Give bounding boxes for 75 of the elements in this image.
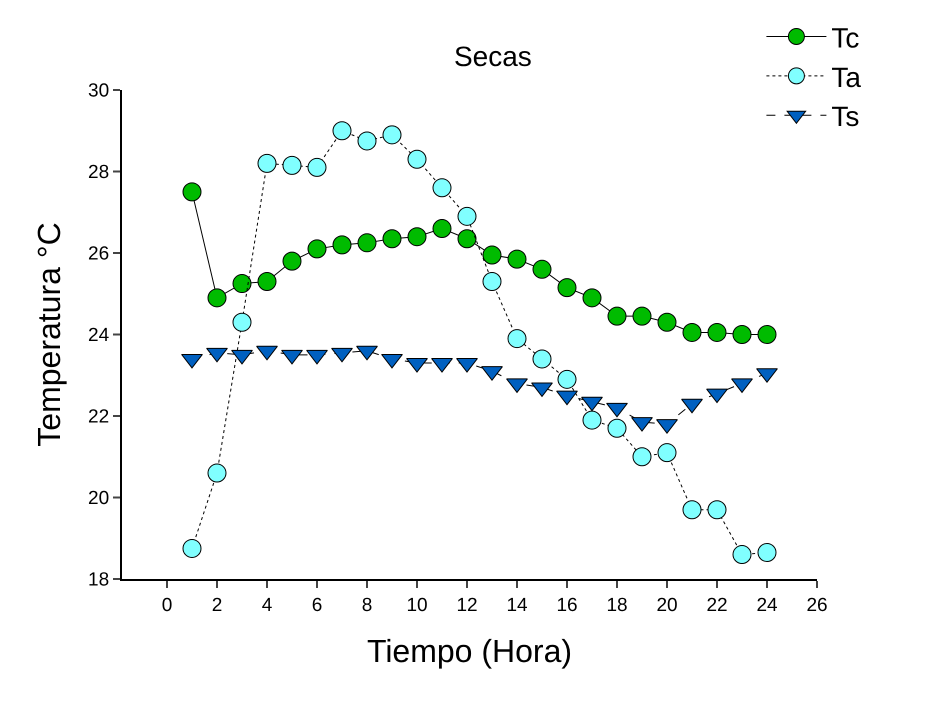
y-tick-label: 18 (88, 570, 110, 591)
point (308, 158, 326, 177)
x-tick-label: 8 (362, 594, 372, 616)
point (758, 325, 776, 344)
point (408, 227, 426, 246)
point (632, 447, 652, 466)
y-tick-label: 22 (88, 406, 110, 428)
point (558, 278, 576, 298)
point (232, 312, 252, 332)
y-tick-label: 26 (88, 244, 110, 265)
point (382, 229, 402, 248)
x-tick-label: 6 (312, 594, 322, 616)
x-tick-label: 20 (656, 594, 678, 616)
legend-label: Tc (831, 22, 860, 54)
point (208, 464, 226, 483)
x-tick-label: 10 (406, 594, 428, 616)
point (208, 288, 226, 308)
x-axis-title: Tiempo (Hora) (366, 633, 572, 670)
x-tick-label: 14 (506, 594, 528, 616)
point (182, 182, 202, 202)
point (482, 272, 502, 292)
y-tick-label: 20 (88, 488, 110, 510)
x-tick-label: 24 (756, 594, 778, 616)
point (458, 229, 476, 248)
point (482, 246, 502, 265)
x-tick-label: 2 (212, 594, 222, 616)
point (432, 178, 452, 198)
point (382, 125, 402, 144)
point (182, 538, 202, 558)
point (732, 545, 752, 564)
x-tick-label: 12 (456, 594, 478, 616)
point (708, 322, 726, 342)
point (408, 150, 426, 169)
point (332, 121, 352, 140)
point (508, 329, 526, 348)
point (558, 370, 576, 389)
point (632, 306, 652, 326)
y-tick-label: 28 (88, 162, 110, 184)
y-tick-label: 30 (88, 80, 110, 102)
point (258, 154, 276, 173)
point (608, 418, 626, 438)
point (708, 500, 726, 520)
point (582, 288, 602, 308)
x-tick-label: 16 (556, 594, 578, 616)
point (332, 235, 352, 254)
point (682, 322, 702, 342)
point (358, 233, 376, 252)
point (358, 131, 376, 150)
legend-label: Ta (831, 62, 862, 93)
y-tick-label: 24 (88, 325, 110, 346)
x-tick-label: 26 (806, 594, 828, 616)
point (308, 239, 326, 258)
point (282, 156, 302, 175)
chart-title: Secas (454, 40, 532, 72)
x-tick-label: 0 (162, 594, 172, 616)
y-axis-title: Temperatura °C (30, 222, 67, 447)
point (508, 250, 526, 269)
point (282, 252, 302, 271)
point (608, 306, 626, 326)
point (658, 312, 676, 332)
point (732, 325, 752, 344)
x-tick-label: 22 (706, 594, 728, 616)
point (532, 349, 552, 368)
x-tick-label: 18 (606, 594, 628, 616)
point (232, 274, 252, 294)
point (658, 443, 676, 462)
point (532, 260, 552, 279)
legend-label: Ts (831, 101, 860, 132)
point (582, 410, 602, 430)
point (758, 543, 776, 562)
point (258, 272, 276, 292)
point (432, 219, 452, 238)
point (682, 500, 702, 520)
x-tick-label: 4 (262, 594, 273, 616)
point (458, 206, 476, 226)
